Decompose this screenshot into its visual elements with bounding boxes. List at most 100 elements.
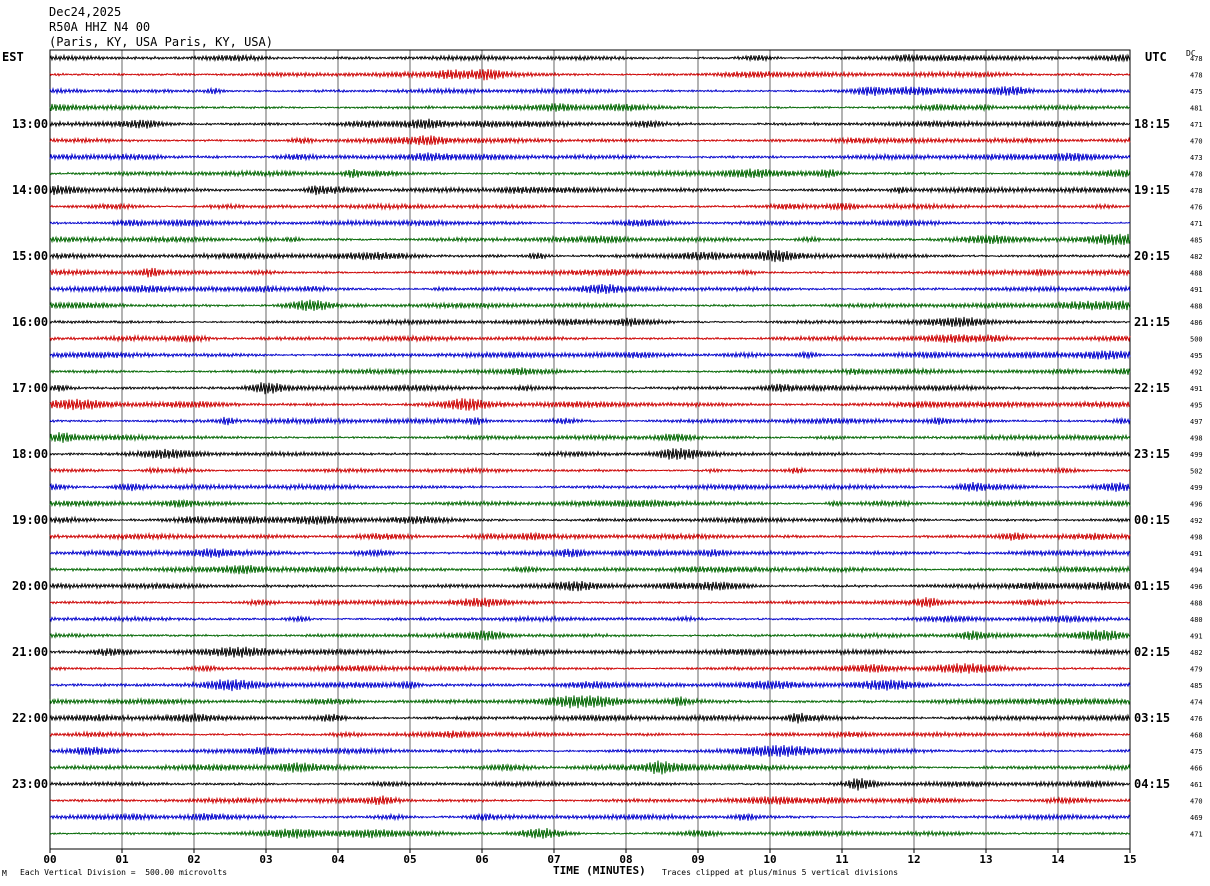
seismic-trace-1: [49, 53, 1131, 63]
seismic-trace-25: [49, 447, 1131, 460]
est-hour-label: 13:00: [12, 117, 48, 131]
utc-hour-label: 01:15: [1134, 579, 1170, 593]
plot-date: Dec24,2025: [49, 5, 122, 19]
dc-offset-value: 498: [1190, 534, 1203, 542]
seismic-trace-45: [49, 778, 1131, 791]
est-hour-label: 20:00: [12, 579, 48, 593]
x-tick-label: 01: [115, 853, 129, 866]
seismic-trace-12: [49, 233, 1131, 246]
dc-offset-value: 471: [1190, 121, 1203, 129]
est-hour-label: 22:00: [12, 711, 48, 725]
dc-offset-value: 491: [1190, 633, 1203, 641]
dc-offset-value: 499: [1190, 484, 1203, 492]
seismic-trace-15: [49, 283, 1131, 294]
seismic-trace-11: [49, 218, 1131, 228]
dc-offset-value: 495: [1190, 352, 1203, 360]
seismic-trace-5: [49, 118, 1131, 130]
dc-offset-value: 502: [1190, 468, 1203, 476]
utc-hour-label: 18:15: [1134, 117, 1170, 131]
dc-offset-value: 488: [1190, 270, 1203, 278]
dc-offset-value: 481: [1190, 105, 1203, 113]
seismic-trace-36: [49, 629, 1131, 641]
seismic-trace-17: [49, 316, 1131, 328]
x-tick-label: 03: [259, 853, 272, 866]
seismic-trace-22: [49, 398, 1131, 411]
dc-offset-value: 478: [1190, 171, 1203, 179]
seismic-trace-23: [49, 416, 1131, 426]
station-code: R50A HHZ N4 00: [49, 20, 151, 34]
dc-offset-value: 482: [1190, 253, 1203, 261]
x-tick-label: 05: [403, 853, 416, 866]
dc-offset-value: 492: [1190, 369, 1203, 377]
dc-offset-value: 471: [1190, 220, 1203, 228]
dc-offset-value: 491: [1190, 385, 1203, 393]
dc-offset-value: 488: [1190, 600, 1203, 608]
seismic-trace-21: [49, 382, 1131, 395]
x-tick-label: 07: [547, 853, 560, 866]
seismic-trace-47: [49, 812, 1131, 822]
dc-offset-value: 496: [1190, 501, 1203, 509]
seismic-trace-37: [49, 646, 1131, 658]
dc-offset-value: 469: [1190, 814, 1203, 822]
seismic-trace-27: [49, 481, 1131, 492]
x-tick-label: 04: [331, 853, 345, 866]
seismic-trace-40: [49, 695, 1131, 709]
dc-offset-value: 499: [1190, 451, 1203, 459]
dc-offset-value: 492: [1190, 517, 1203, 525]
est-hour-label: 23:00: [12, 777, 48, 791]
seismic-trace-48: [49, 827, 1131, 839]
dc-offset-value: 468: [1190, 732, 1203, 740]
x-tick-label: 15: [1123, 853, 1136, 866]
seismic-trace-20: [49, 366, 1131, 376]
seismic-trace-43: [49, 744, 1131, 757]
dc-offset-value: 474: [1190, 699, 1203, 707]
dc-offset-value: 486: [1190, 319, 1203, 327]
seismic-trace-29: [49, 515, 1131, 525]
seismic-trace-30: [49, 531, 1131, 541]
utc-hour-label: 23:15: [1134, 447, 1170, 461]
x-tick-label: 00: [43, 853, 56, 866]
utc-hour-label: 04:15: [1134, 777, 1170, 791]
clipping-note: Traces clipped at plus/minus 5 vertical …: [662, 868, 899, 877]
seismic-trace-24: [49, 432, 1131, 443]
vertical-scale-note: Each Vertical Division = 500.00 microvol…: [20, 868, 228, 877]
dc-offset-value: 478: [1190, 187, 1203, 195]
dc-offset-value: 471: [1190, 831, 1203, 839]
dc-offset-value: 473: [1190, 154, 1203, 162]
dc-offset-value: 476: [1190, 204, 1203, 212]
est-hour-label: 18:00: [12, 447, 48, 461]
seismic-trace-42: [49, 729, 1131, 739]
utc-hour-label: 03:15: [1134, 711, 1170, 725]
est-hour-label: 16:00: [12, 315, 48, 329]
dc-offset-value: 470: [1190, 798, 1203, 806]
left-timezone-label: EST: [2, 50, 24, 64]
dc-offset-value: 495: [1190, 402, 1203, 410]
seismic-trace-4: [49, 102, 1131, 113]
x-tick-label: 08: [619, 853, 632, 866]
dc-offset-value: 478: [1190, 72, 1203, 80]
seismic-trace-6: [49, 135, 1131, 146]
utc-hour-label: 19:15: [1134, 183, 1170, 197]
x-axis-title: TIME (MINUTES): [553, 864, 646, 877]
seismic-trace-26: [49, 466, 1131, 475]
dc-offset-value: 485: [1190, 237, 1203, 245]
x-tick-label: 10: [763, 853, 776, 866]
seismic-trace-35: [49, 614, 1131, 624]
seismic-trace-39: [49, 679, 1131, 692]
x-tick-label: 11: [835, 853, 849, 866]
dc-offset-value: 479: [1190, 666, 1203, 674]
x-tick-label: 13: [979, 853, 992, 866]
x-tick-label: 12: [907, 853, 920, 866]
seismic-trace-14: [49, 267, 1131, 278]
utc-hour-label: 20:15: [1134, 249, 1170, 263]
est-hour-label: 19:00: [12, 513, 48, 527]
dc-offset-value: 470: [1190, 138, 1203, 146]
est-hour-label: 14:00: [12, 183, 48, 197]
dc-offset-value: 494: [1190, 567, 1203, 575]
seismic-trace-16: [49, 299, 1131, 312]
seismic-trace-18: [49, 333, 1131, 344]
dc-offset-value: 491: [1190, 550, 1203, 558]
dc-offset-value: 480: [1190, 616, 1203, 624]
dc-offset-label: DC: [1186, 49, 1196, 58]
seismic-trace-41: [49, 712, 1131, 724]
